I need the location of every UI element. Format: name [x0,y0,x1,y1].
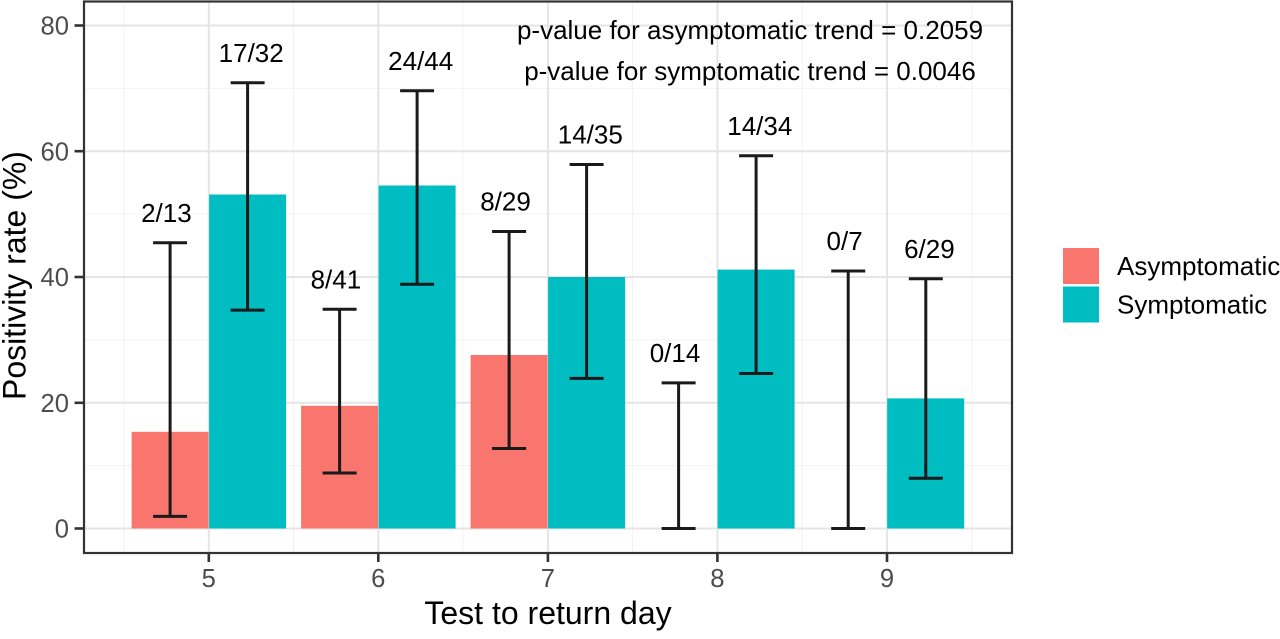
svg-text:80: 80 [41,13,69,41]
svg-text:9: 9 [880,565,894,593]
svg-text:Positivity rate (%): Positivity rate (%) [0,151,33,400]
svg-text:Symptomatic: Symptomatic [1117,290,1267,320]
svg-text:p-value for asymptomatic trend: p-value for asymptomatic trend = 0.2059 [517,15,983,45]
svg-text:0/7: 0/7 [827,226,863,256]
svg-text:7: 7 [541,565,555,593]
svg-text:6/29: 6/29 [904,234,955,264]
svg-text:8: 8 [710,565,724,593]
svg-text:8/41: 8/41 [311,265,362,295]
svg-text:20: 20 [41,390,69,418]
svg-text:8/29: 8/29 [480,187,531,217]
svg-text:0/14: 0/14 [650,338,701,368]
svg-text:5: 5 [202,565,216,593]
svg-text:40: 40 [41,264,69,292]
svg-text:0: 0 [55,516,69,544]
svg-text:Test to return day: Test to return day [424,595,671,631]
svg-text:14/35: 14/35 [558,120,623,150]
svg-text:24/44: 24/44 [388,46,453,76]
svg-text:p-value for symptomatic trend: p-value for symptomatic trend = 0.0046 [524,56,976,86]
svg-text:60: 60 [41,138,69,166]
svg-text:Asymptomatic: Asymptomatic [1117,251,1280,281]
svg-text:17/32: 17/32 [219,38,284,68]
svg-text:6: 6 [371,565,385,593]
svg-text:2/13: 2/13 [141,198,192,228]
svg-text:14/34: 14/34 [727,111,792,141]
